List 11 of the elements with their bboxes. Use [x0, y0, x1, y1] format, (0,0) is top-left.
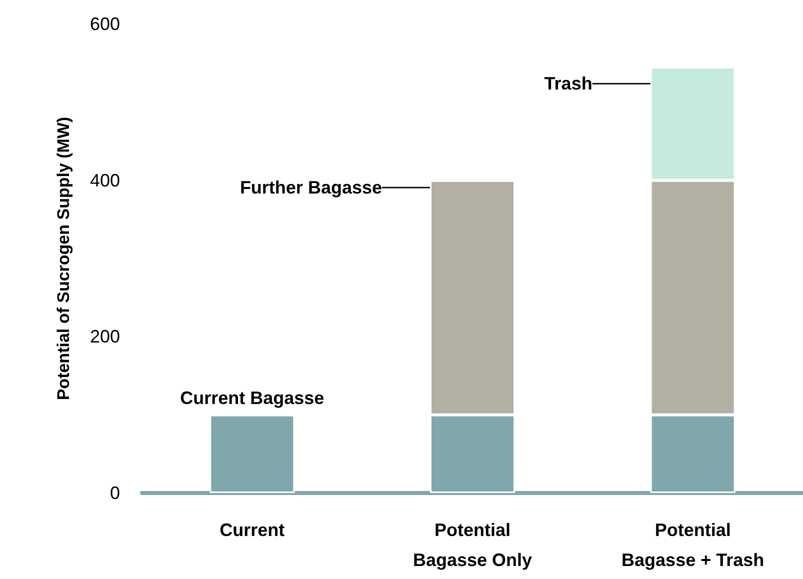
y-axis-title: Potential of Sucrogen Supply (MW) [54, 116, 73, 400]
text: Trash [544, 74, 592, 94]
x-tick-label: Current [220, 520, 285, 540]
y-tick-label: 0 [110, 483, 120, 503]
y-tick-label: 400 [90, 170, 120, 190]
x-tick-label: Potential Bagasse + Trash [622, 520, 764, 570]
text: Further Bagasse [240, 178, 382, 198]
y-tick-label: 200 [90, 326, 120, 347]
y-tick-label: 600 [90, 14, 120, 34]
x-tick-label: Potential Bagasse Only [412, 520, 532, 570]
series-label: Current Bagasse [180, 388, 324, 408]
